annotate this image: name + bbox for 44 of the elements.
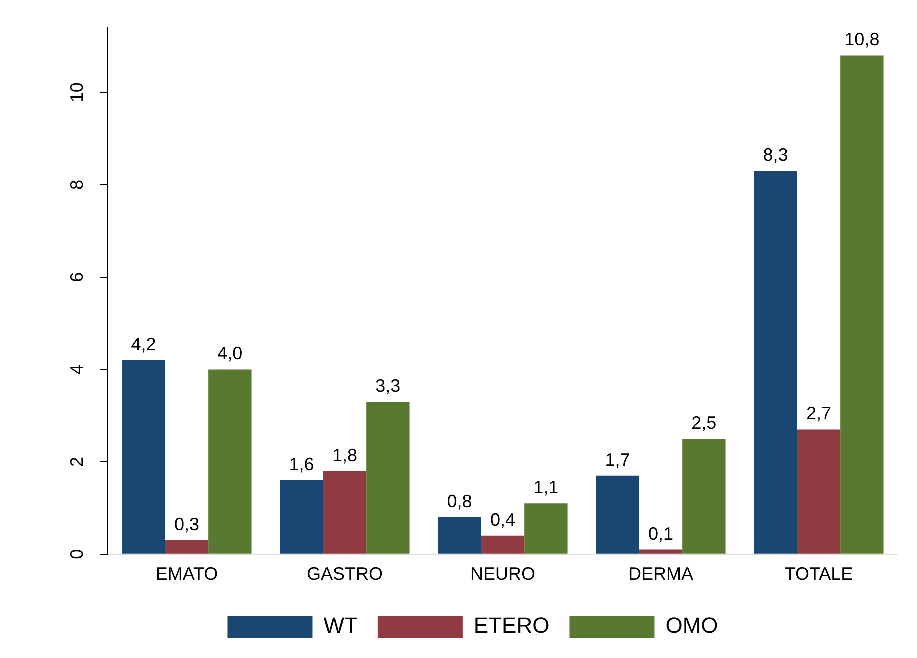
legend-label: OMO [666,613,718,638]
x-tick-label: EMATO [156,564,218,584]
bar [524,504,568,554]
bar [797,430,841,554]
y-tick-label: 0 [66,549,87,560]
bar [754,171,798,554]
data-label: 1,1 [534,478,559,498]
bar [122,360,166,554]
bar [280,480,324,554]
x-tick-label: DERMA [628,564,694,584]
legend-label: WT [324,613,358,638]
data-label: 8,3 [763,145,788,166]
bar [323,471,367,554]
x-tick-label: NEURO [470,564,536,584]
x-tick-label: GASTRO [306,564,384,584]
data-label: 0,3 [174,514,200,535]
data-label: 0,8 [447,491,472,512]
bar [438,517,482,554]
y-tick-label: 10 [66,82,87,103]
y-tick-label: 4 [66,364,87,375]
bar [840,56,884,554]
bar [639,550,683,554]
data-label: 1,7 [605,450,630,470]
data-label: 4,0 [218,344,243,364]
data-label: 0,4 [490,510,516,530]
bar [366,402,410,554]
data-label: 1,6 [289,454,314,474]
data-label: 2,5 [692,412,717,433]
x-tick-label: TOTALE [784,564,854,584]
data-label: 4,2 [131,334,156,354]
bar [682,438,726,554]
data-label: 3,3 [376,376,401,396]
data-label: 0,1 [648,524,674,544]
y-tick-label: 2 [66,457,87,468]
y-tick-label: 8 [66,180,87,190]
data-label: 1,8 [332,445,358,466]
data-label: 2,7 [806,404,832,424]
bar [481,536,525,554]
legend-label: ETERO [474,613,550,638]
bar [596,476,640,554]
data-label: 10,8 [844,30,880,50]
bar [165,540,209,554]
y-tick-label: 6 [66,272,87,282]
bar [208,370,252,554]
